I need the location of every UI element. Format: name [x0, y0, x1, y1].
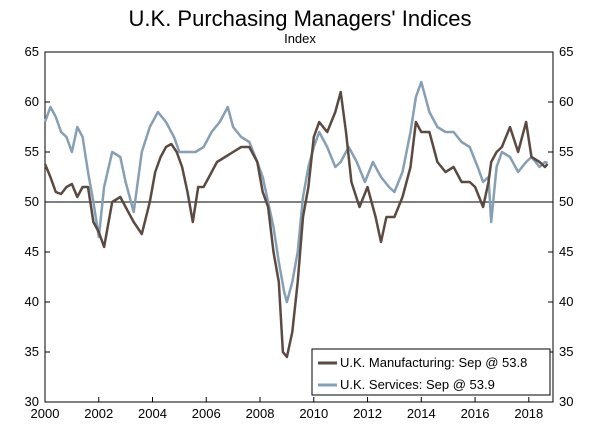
x-tick-label: 2012 — [353, 406, 382, 421]
y-tick-label-left: 50 — [25, 194, 39, 209]
legend-label-manufacturing: U.K. Manufacturing: Sep @ 53.8 — [340, 355, 527, 370]
y-tick-label-left: 65 — [25, 44, 39, 59]
y-tick-label-left: 45 — [25, 244, 39, 259]
y-tick-label-right: 65 — [559, 44, 573, 59]
x-tick-label: 2010 — [299, 406, 328, 421]
y-tick-label-left: 55 — [25, 144, 39, 159]
y-axis-right: 30 35 40 45 50 55 60 65 — [548, 44, 573, 409]
y-tick-label-left: 40 — [25, 294, 39, 309]
y-tick-label-right: 40 — [559, 294, 573, 309]
plot-frame — [44, 51, 554, 403]
series-line-manufacturing — [43, 90, 549, 359]
x-tick-label: 2006 — [192, 406, 221, 421]
y-tick-label-right: 55 — [559, 144, 573, 159]
y-tick-label-right: 60 — [559, 94, 573, 109]
chart-subtitle: Index — [284, 31, 316, 46]
x-tick-label: 2002 — [84, 406, 113, 421]
y-tick-label-left: 35 — [25, 344, 39, 359]
chart-title: U.K. Purchasing Managers' Indices — [129, 6, 472, 31]
y-tick-label-right: 50 — [559, 194, 573, 209]
legend-box — [311, 348, 551, 396]
x-axis: 2000 2002 2004 2006 2008 2010 2012 2014 2016 2018 — [31, 397, 543, 421]
x-tick-label: 2014 — [407, 406, 436, 421]
y-tick-label-right: 35 — [559, 344, 573, 359]
y-tick-label-right: 45 — [559, 244, 573, 259]
x-tick-label: 2018 — [514, 406, 543, 421]
x-tick-label: 2004 — [138, 406, 167, 421]
x-tick-label: 2016 — [461, 406, 490, 421]
y-tick-label-left: 60 — [25, 94, 39, 109]
series-layer — [43, 80, 549, 359]
legend-label-services: U.K. Services: Sep @ 53.9 — [340, 377, 495, 392]
x-tick-label: 2008 — [246, 406, 275, 421]
y-tick-label-right: 30 — [559, 394, 573, 409]
legend: U.K. Manufacturing: Sep @ 53.8 U.K. Serv… — [311, 348, 551, 396]
x-tick-label: 2000 — [31, 406, 60, 421]
series-line-services — [43, 80, 549, 304]
y-tick-label-left: 30 — [25, 394, 39, 409]
y-axis-left: 30 35 40 45 50 55 60 65 — [25, 44, 50, 409]
